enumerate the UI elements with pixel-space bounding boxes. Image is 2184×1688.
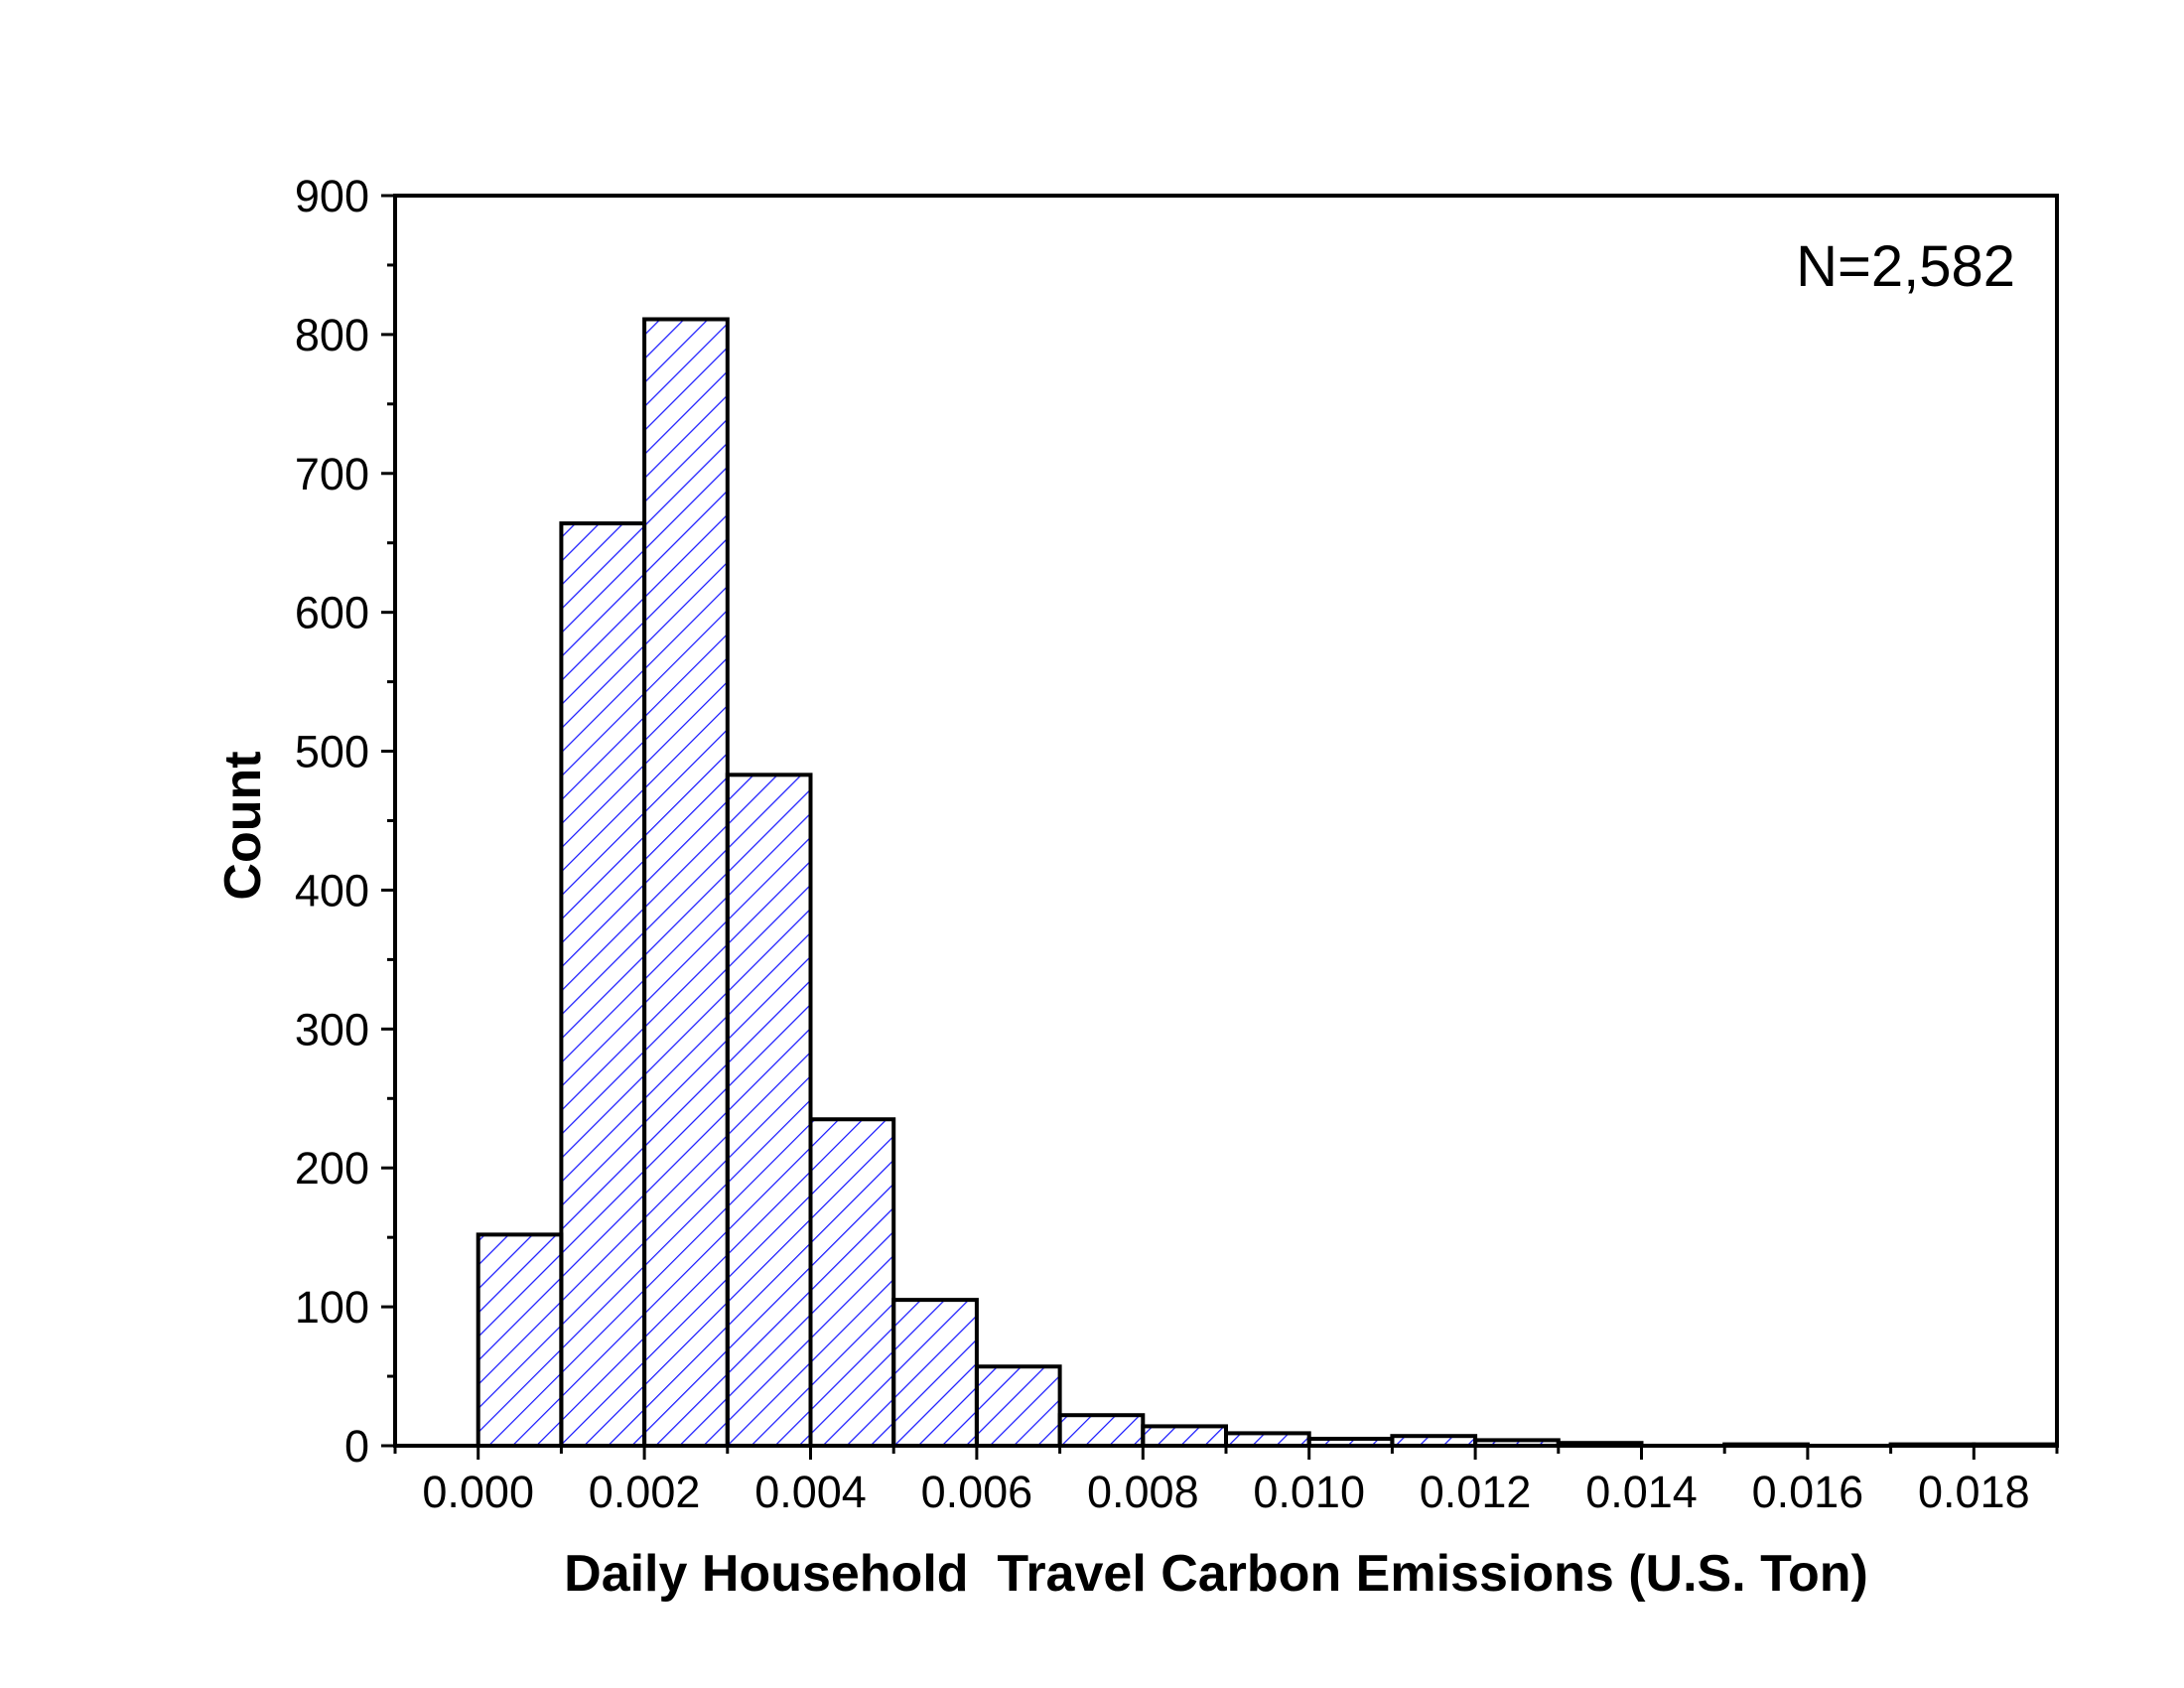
histogram-bar xyxy=(891,1298,979,1449)
y-tick-label: 600 xyxy=(295,588,369,638)
histogram-bar xyxy=(725,773,813,1448)
x-tick-label: 0.018 xyxy=(1918,1467,2030,1517)
y-tick-label: 500 xyxy=(295,727,369,777)
tick-labels: 0 100 200 300 400 500 600 700 800 900 0.000 0.002 0.… xyxy=(295,171,2030,1517)
x-tick-label: 0.016 xyxy=(1752,1467,1864,1517)
x-tick-label: 0.006 xyxy=(921,1467,1033,1517)
y-tick-label: 400 xyxy=(295,865,369,915)
x-tick-label: 0.014 xyxy=(1585,1467,1698,1517)
histogram-bar xyxy=(974,1364,1062,1448)
x-tick-label: 0.010 xyxy=(1253,1467,1365,1517)
x-tick-label: 0.008 xyxy=(1087,1467,1199,1517)
y-tick-label: 200 xyxy=(295,1143,369,1194)
y-axis-label: Count xyxy=(214,751,272,900)
y-tick-label: 900 xyxy=(295,171,369,221)
histogram-bar xyxy=(808,1117,896,1448)
x-axis-label: Daily Household Travel Carbon Emissions … xyxy=(564,1545,1868,1603)
histogram-bar xyxy=(1141,1424,1229,1448)
y-tick-label: 300 xyxy=(295,1004,369,1055)
plot-frame xyxy=(393,194,2059,1448)
x-tick-label: 0.002 xyxy=(589,1467,701,1517)
y-tick-label: 100 xyxy=(295,1282,369,1333)
bars xyxy=(476,317,2060,1449)
histogram-bar xyxy=(1057,1413,1146,1449)
histogram-bar xyxy=(559,521,647,1448)
y-tick-label: 700 xyxy=(295,449,369,499)
x-tick-label: 0.004 xyxy=(754,1467,867,1517)
y-tick-label: 0 xyxy=(344,1421,369,1472)
histogram-bar xyxy=(476,1232,564,1448)
histogram-bar xyxy=(642,317,730,1448)
sample-size-annotation: N=2,582 xyxy=(1796,234,2015,299)
x-tick-label: 0.012 xyxy=(1420,1467,1532,1517)
x-tick-label: 0.000 xyxy=(422,1467,534,1517)
y-tick-label: 800 xyxy=(295,310,369,360)
